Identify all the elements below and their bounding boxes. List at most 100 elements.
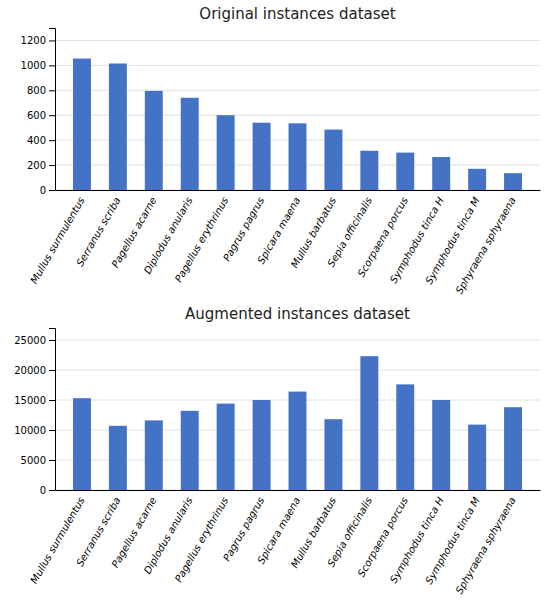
y-tick-label: 0 (40, 185, 46, 196)
y-tick-mark (49, 190, 55, 191)
y-tick: 800 (27, 85, 55, 96)
y-tick-label: 0 (40, 485, 46, 496)
y-tick-label: 1200 (21, 35, 46, 46)
x-tick-label: Pagellus erythrinus (173, 195, 231, 284)
y-tick: 1200 (21, 35, 55, 46)
y-tick-label: 5000 (21, 455, 46, 466)
bar (253, 123, 271, 190)
y-tick-mark (49, 490, 55, 491)
x-axis: Mullus surmulentusSerranus scribaPagellu… (28, 191, 540, 296)
bar (468, 425, 486, 490)
x-tick: Mullus surmulentus (28, 195, 86, 285)
bar (396, 153, 414, 190)
y-tick-mark (49, 65, 55, 66)
bar (432, 157, 450, 190)
bar (253, 400, 271, 490)
y-tick-mark (49, 165, 55, 166)
y-tick-mark (49, 340, 55, 341)
y-tick: 20000 (14, 365, 55, 376)
grid-line (55, 90, 540, 91)
chart-panel: 020040060080010001200Mullus surmulentusS… (21, 5, 541, 296)
x-axis: Mullus surmulentusSerranus scribaPagellu… (28, 491, 540, 596)
y-axis: 0 5000 10000 15000 20000 25000 (14, 329, 55, 496)
bar (145, 91, 163, 190)
x-tick: Sphyraena sphyraena (453, 495, 517, 595)
y-tick-label: 15000 (14, 395, 46, 406)
y-tick: 5000 (21, 455, 55, 466)
bar (181, 411, 199, 490)
grid (55, 40, 540, 190)
y-tick: 0 (40, 185, 55, 196)
y-tick: 1000 (21, 60, 55, 71)
y-tick: 600 (27, 110, 55, 121)
plot-area: 020040060080010001200Mullus surmulentusS… (21, 29, 541, 296)
bar (324, 130, 342, 190)
y-tick-mark (49, 400, 55, 401)
y-tick: 400 (27, 135, 55, 146)
chart-title: Augmented instances dataset (185, 305, 410, 323)
grid-line (55, 40, 540, 41)
x-tick-label: Sphyraena sphyraena (453, 195, 517, 295)
grid-line (55, 340, 540, 341)
bar (109, 426, 127, 490)
y-tick: 0 (40, 485, 55, 496)
y-tick-mark (49, 40, 55, 41)
y-tick-label: 400 (27, 135, 46, 146)
grid (55, 340, 540, 490)
grid-line (55, 370, 540, 371)
x-tick: Mullus surmulentus (28, 495, 86, 585)
y-tick-mark (49, 370, 55, 371)
bar (145, 420, 163, 490)
bars (73, 59, 522, 190)
y-tick-mark (49, 430, 55, 431)
bar (324, 419, 342, 490)
y-tick-label: 800 (27, 85, 46, 96)
grid-line (55, 65, 540, 66)
y-tick: 200 (27, 160, 55, 171)
chart-title: Original instances dataset (199, 5, 395, 23)
bar (109, 64, 127, 190)
bar (289, 392, 307, 490)
bar (360, 356, 378, 490)
plot-area: 0 5000 10000 15000 20000 25000 Mullus surmulen… (14, 329, 540, 596)
y-tick: 15000 (14, 395, 55, 406)
x-tick: Pagellus erythrinus (173, 195, 231, 284)
y-tick: 25000 (14, 335, 55, 346)
bar (73, 398, 91, 490)
bar (181, 98, 199, 190)
x-axis-line (56, 190, 541, 191)
x-tick-label: Pagellus erythrinus (173, 495, 231, 584)
bar (468, 169, 486, 190)
bar (73, 59, 91, 190)
x-tick: Pagellus erythrinus (173, 495, 231, 584)
bar (504, 407, 522, 490)
y-tick-mark (49, 460, 55, 461)
grid-line (55, 115, 540, 116)
y-tick-mark (49, 115, 55, 116)
figure: 020040060080010001200Mullus surmulentusS… (0, 0, 555, 600)
y-tick: 10000 (14, 425, 55, 436)
bar (217, 115, 235, 190)
y-tick-mark (49, 90, 55, 91)
bars (73, 356, 522, 490)
y-tick-label: 20000 (14, 365, 46, 376)
bar (396, 384, 414, 490)
x-tick-label: Sphyraena sphyraena (453, 495, 517, 595)
bar (289, 123, 307, 190)
x-tick: Sphyraena sphyraena (453, 195, 517, 295)
y-tick-label: 200 (27, 160, 46, 171)
chart-panel: 0 5000 10000 15000 20000 25000 Mullus surmulen… (14, 305, 540, 596)
y-tick-label: 600 (27, 110, 46, 121)
y-axis-line (49, 329, 56, 491)
y-tick-label: 25000 (14, 335, 46, 346)
x-axis-line (56, 490, 541, 491)
x-tick-label: Mullus surmulentus (28, 495, 86, 585)
bar (504, 173, 522, 190)
y-axis-line (49, 29, 56, 191)
y-axis: 0 200 400 600 800 1000 1200 (21, 29, 56, 196)
y-tick-mark (49, 140, 55, 141)
y-tick-label: 10000 (14, 425, 46, 436)
x-tick-label: Mullus surmulentus (28, 195, 86, 285)
bar (217, 404, 235, 490)
bar (360, 151, 378, 190)
